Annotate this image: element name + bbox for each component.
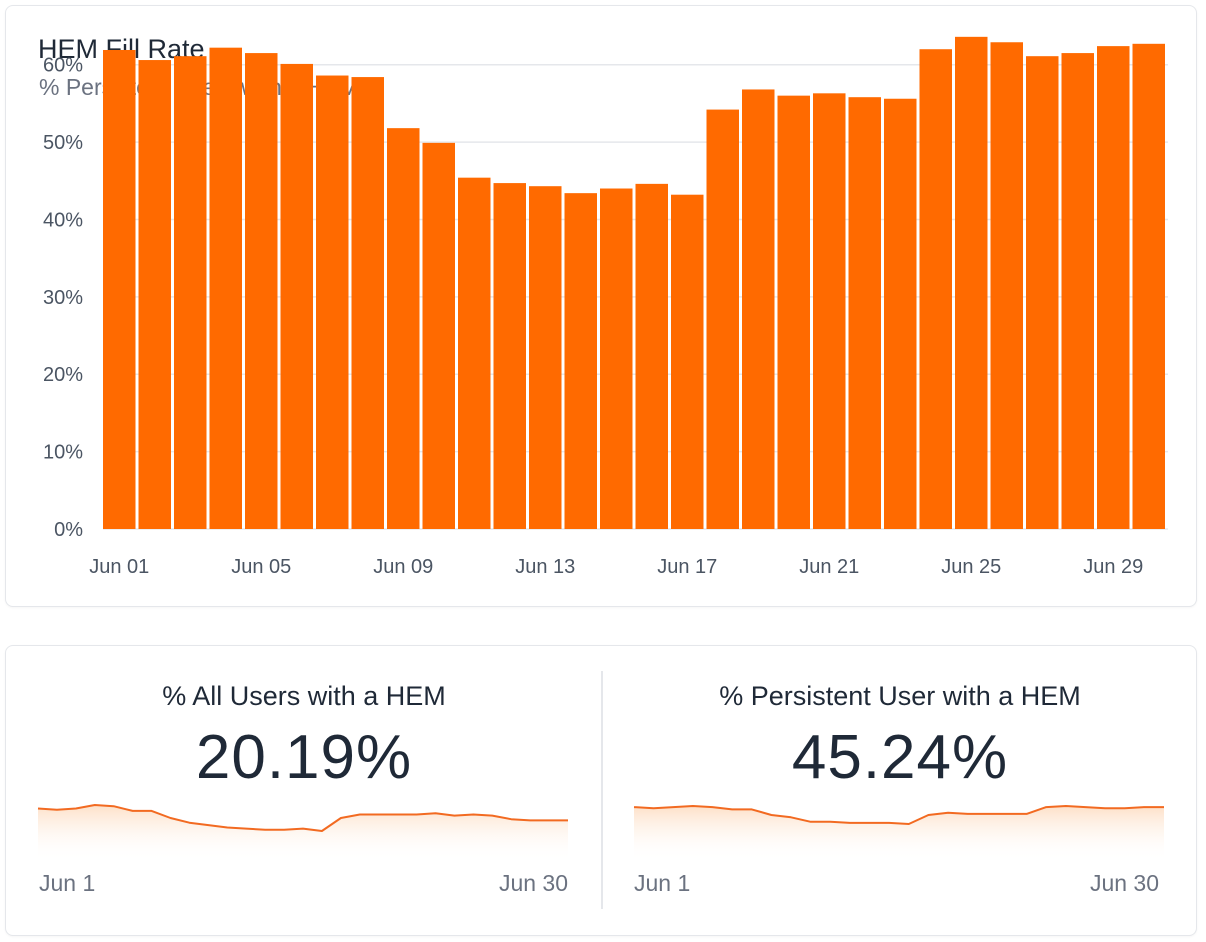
sparkline [633, 805, 1164, 861]
x-tick-label: Jun 09 [373, 556, 433, 578]
bar[interactable] [600, 188, 633, 529]
x-tick-label: Jun 29 [1083, 556, 1143, 578]
sparkline-area [634, 806, 1164, 861]
y-tick-label: 50% [43, 132, 83, 154]
bar[interactable] [387, 128, 420, 529]
bar[interactable] [422, 142, 456, 529]
x-tick-label: Jun 13 [515, 556, 575, 578]
bar-chart: 0% 10% 20% 30% 40% 50% 60% Jun 01 Jun 05 Jun 09 Ju… [43, 36, 1168, 578]
sparkline-line [633, 805, 1164, 825]
y-tick-label: 10% [43, 442, 83, 464]
y-tick-label: 20% [43, 364, 83, 386]
bar[interactable] [635, 183, 669, 530]
bar[interactable] [742, 89, 775, 530]
bar[interactable] [458, 177, 491, 530]
bar[interactable] [955, 36, 988, 529]
bar[interactable] [316, 75, 349, 529]
bar[interactable] [529, 186, 562, 529]
kpi-card: % All Users with a HEM 20.19% Jun 1 Jun … [5, 645, 1197, 936]
x-tick-label: Jun 25 [941, 556, 1001, 578]
y-tick-label: 0% [54, 519, 83, 541]
x-tick-label: Jun 17 [657, 556, 717, 578]
sparkline-start-label: Jun 1 [39, 870, 96, 896]
bar[interactable] [174, 56, 207, 530]
sparkline-area [38, 805, 568, 861]
x-tick-label: Jun 01 [89, 556, 149, 578]
bar[interactable] [884, 98, 917, 530]
y-tick-label: 60% [43, 55, 83, 77]
sparkline [37, 804, 568, 861]
bar[interactable] [848, 97, 882, 529]
bar[interactable] [138, 60, 172, 530]
x-tick-label: Jun 21 [799, 556, 859, 578]
kpi-persistent-users: % Persistent User with a HEM 45.24% Jun … [602, 646, 1198, 937]
x-tick-label: Jun 05 [231, 556, 291, 578]
bar[interactable] [919, 49, 953, 529]
bar[interactable] [671, 194, 704, 529]
bar[interactable] [1132, 43, 1166, 530]
hem-fill-rate-card: HEM Fill Rate % Persistent Users with a … [5, 5, 1197, 607]
sparkline-line [37, 804, 568, 832]
kpi-value: 45.24% [791, 723, 1009, 792]
kpi-divider [601, 671, 603, 909]
bar[interactable] [1097, 46, 1130, 530]
bar[interactable] [1026, 56, 1059, 530]
bar[interactable] [1061, 53, 1095, 529]
bar[interactable] [777, 95, 811, 530]
y-tick-label: 30% [43, 287, 83, 309]
bar[interactable] [564, 193, 598, 529]
bar[interactable] [245, 53, 278, 529]
kpi-all-users: % All Users with a HEM 20.19% Jun 1 Jun … [6, 646, 602, 937]
bar[interactable] [103, 49, 136, 530]
bar[interactable] [990, 42, 1024, 529]
bar[interactable] [706, 109, 740, 529]
sparkline-end-label: Jun 30 [1089, 870, 1159, 896]
bar[interactable] [813, 93, 846, 529]
kpi-title: % All Users with a HEM [162, 681, 446, 711]
kpi-title: % Persistent User with a HEM [719, 681, 1081, 711]
kpi-value: 20.19% [195, 723, 413, 792]
sparkline-start-label: Jun 1 [634, 870, 691, 896]
bar[interactable] [280, 63, 314, 530]
bar[interactable] [351, 77, 385, 529]
sparkline-end-label: Jun 30 [498, 870, 568, 896]
bar[interactable] [209, 47, 243, 530]
y-tick-label: 40% [43, 209, 83, 231]
bar[interactable] [493, 183, 527, 529]
